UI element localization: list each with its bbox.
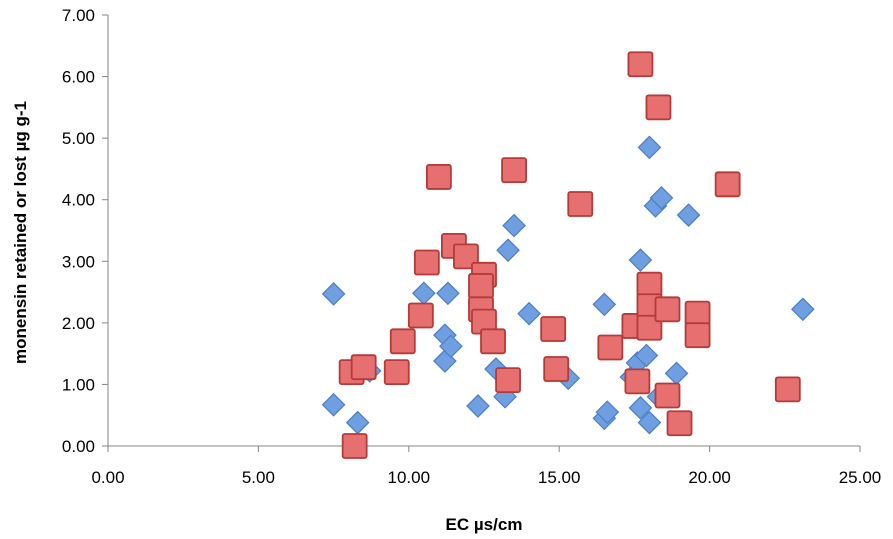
x-axis-title: EC µs/cm (446, 515, 523, 534)
diamond-point (637, 135, 662, 160)
y-tick-label: 0.00 (62, 437, 95, 456)
diamond-point (502, 213, 526, 238)
square-point (407, 302, 434, 329)
y-tick-labels: 0.00 1.00 2.00 3.00 4.00 5.00 6.00 7.00 (62, 6, 95, 456)
diamond-point (664, 361, 689, 386)
y-tick-label: 5.00 (62, 129, 95, 148)
square-point (654, 382, 681, 409)
square-point (597, 334, 624, 361)
axes (102, 14, 861, 452)
x-tick-label: 25.00 (839, 468, 882, 487)
y-tick-label: 1.00 (62, 375, 95, 394)
x-tick-labels: 0.00 5.00 10.00 15.00 20.00 25.00 (91, 468, 881, 487)
diamond-point (637, 410, 662, 435)
series-2 (338, 51, 801, 459)
diamond-point (790, 297, 815, 322)
x-tick-label: 10.00 (388, 468, 431, 487)
square-point (383, 359, 410, 386)
diamond-point (517, 301, 541, 326)
diamond-point (439, 334, 463, 359)
square-point (684, 300, 711, 327)
square-point (567, 191, 594, 217)
diamond-point (595, 400, 620, 424)
square-point (501, 157, 527, 184)
square-point (645, 94, 672, 121)
square-point (540, 316, 567, 342)
diamond-point (676, 203, 701, 227)
square-point (468, 273, 494, 299)
square-point (636, 314, 663, 341)
diamond-point (628, 395, 653, 420)
square-point (480, 328, 506, 355)
square-point (453, 243, 479, 270)
y-tick-label: 6.00 (62, 68, 95, 87)
diamond-point (466, 394, 490, 418)
data-points (321, 51, 815, 459)
y-tick-label: 2.00 (62, 314, 95, 333)
square-point (714, 171, 741, 198)
square-point (636, 271, 663, 298)
square-point (627, 51, 654, 78)
diamond-point (649, 186, 674, 210)
y-axis-title: monensin retained or lost µg g-1 (11, 101, 30, 364)
x-tick-label: 5.00 (242, 468, 275, 487)
y-tick-label: 7.00 (62, 6, 95, 25)
x-tick-label: 0.00 (91, 468, 124, 487)
diamond-point (628, 248, 653, 272)
square-point (654, 296, 681, 323)
diamond-point (634, 343, 659, 368)
x-tick-label: 15.00 (538, 468, 581, 487)
diamond-point (321, 392, 346, 417)
diamond-point (411, 281, 436, 306)
square-point (543, 356, 570, 382)
square-point (666, 410, 693, 437)
x-tick-label: 20.00 (688, 468, 731, 487)
square-point (495, 367, 521, 394)
square-point (624, 368, 651, 395)
diamond-point (321, 282, 346, 306)
square-point (389, 328, 416, 355)
square-point (774, 376, 801, 403)
y-tick-label: 4.00 (62, 191, 95, 210)
square-point (425, 164, 452, 190)
diamond-point (592, 292, 617, 317)
square-point (341, 433, 368, 459)
square-point (684, 322, 711, 349)
y-tick-label: 3.00 (62, 252, 95, 271)
diamond-point (345, 410, 370, 435)
square-point (413, 249, 440, 276)
diamond-point (496, 238, 520, 263)
diamond-point (436, 281, 460, 306)
square-point (350, 354, 377, 381)
